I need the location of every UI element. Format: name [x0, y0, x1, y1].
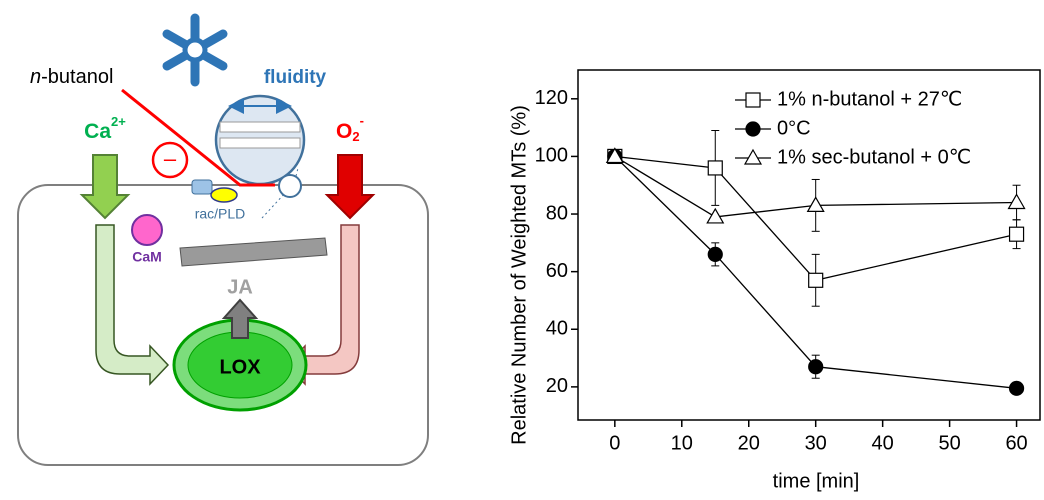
label-part: -	[360, 113, 364, 128]
ja-arrow	[221, 298, 259, 339]
data-point	[808, 272, 824, 288]
x-tick-label: 20	[738, 432, 760, 454]
data-point	[707, 160, 723, 176]
data-point	[808, 359, 824, 375]
x-tick-label: 10	[671, 432, 693, 454]
label-part: 2+	[111, 114, 126, 129]
series-line	[614, 155, 1017, 218]
data-point	[706, 207, 725, 224]
cam-shape	[131, 214, 163, 246]
zoom-line	[295, 167, 299, 177]
calcium-arrow	[79, 154, 131, 220]
lipid-layer	[219, 137, 301, 149]
calcium-path	[95, 224, 170, 386]
fluidity-label: fluidity	[264, 67, 327, 88]
membrane-spot	[278, 174, 302, 198]
snowflake-core	[182, 37, 208, 63]
y-axis-label: Relative Number of Weighted MTs (%)	[508, 105, 530, 445]
data-point	[605, 147, 624, 164]
diagram: n-butanol fluidity – Ca2+ O2- rac/PLD Ca…	[17, 13, 429, 466]
superoxide-arrow	[324, 154, 376, 220]
ja-label: JA	[227, 276, 253, 298]
legend-marker	[745, 92, 761, 108]
rac-shape	[191, 179, 213, 195]
lox-label: LOX	[219, 356, 261, 378]
cell	[17, 184, 429, 466]
y-tick-label: 120	[535, 87, 568, 109]
label-part: 2	[352, 129, 359, 144]
legend-marker	[743, 148, 763, 165]
calcium-label: Ca2+	[84, 114, 126, 142]
inhibition-line	[121, 88, 275, 187]
label-part: O	[336, 120, 352, 143]
inhibition-sign: –	[164, 146, 177, 171]
lipid-layer	[219, 121, 301, 133]
superoxide-label: O2-	[336, 113, 364, 144]
cam-label: CaM	[132, 249, 162, 265]
legend-marker	[745, 121, 761, 137]
x-tick-label: 30	[805, 432, 827, 454]
pld-shape	[210, 187, 238, 203]
data-point	[707, 246, 723, 262]
y-tick-label: 80	[546, 202, 568, 224]
x-tick-label: 60	[1005, 432, 1027, 454]
data-point	[1008, 226, 1025, 242]
y-tick-label: 60	[546, 260, 568, 282]
label-part: n	[30, 66, 41, 88]
series-line	[614, 155, 1017, 282]
data-point	[806, 196, 825, 212]
y-tick-label: 20	[546, 375, 568, 397]
y-tick-label: 40	[546, 318, 568, 340]
plot-frame	[577, 69, 1041, 421]
zoom-line	[261, 191, 287, 219]
x-tick-label: 0	[609, 432, 620, 454]
y-tick-label: 100	[535, 145, 568, 167]
legend-label: 0°C	[777, 117, 811, 139]
n-butanol-label: n-butanol	[30, 66, 113, 88]
x-tick-label: 40	[872, 432, 894, 454]
x-tick-label: 50	[938, 432, 960, 454]
series-line	[614, 155, 1017, 389]
inhibition-circle	[151, 141, 189, 179]
label-part: -butanol	[41, 66, 113, 88]
legend-label: 1% n-butanol + 27℃	[777, 88, 962, 110]
data-point	[1008, 380, 1025, 396]
rac-pld-label: rac/PLD	[195, 206, 246, 222]
data-point	[1007, 193, 1026, 210]
chart: time [min] Relative Number of Weighted M…	[508, 69, 1041, 492]
x-axis-label: time [min]	[773, 470, 860, 492]
microtubule	[179, 237, 328, 267]
label-part: Ca	[84, 120, 111, 143]
legend-label: 1% sec-butanol + 0℃	[777, 146, 971, 168]
